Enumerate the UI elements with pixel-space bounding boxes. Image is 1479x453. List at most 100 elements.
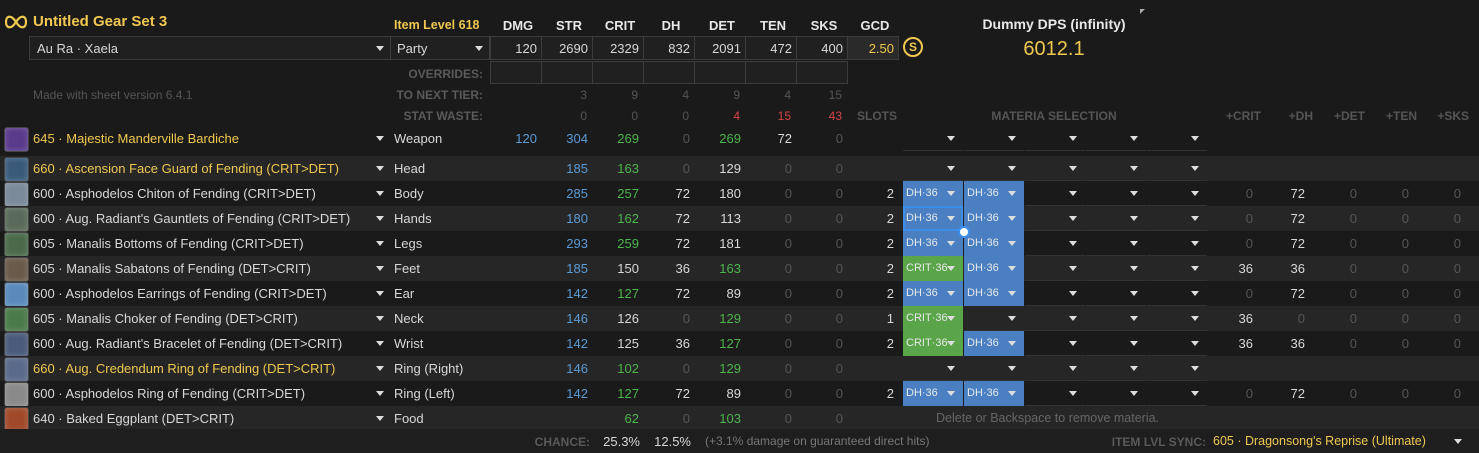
materia-select-2[interactable] (1025, 356, 1085, 381)
materia-select-0[interactable] (903, 356, 963, 381)
materia-select-3[interactable] (1086, 181, 1146, 206)
materia-select-0[interactable] (903, 126, 963, 151)
override-input-4[interactable] (694, 61, 746, 84)
feet-icon (4, 257, 29, 282)
materia-select-4[interactable] (1147, 281, 1207, 306)
stat-crit: 102 (617, 361, 639, 376)
override-input-6[interactable] (796, 61, 848, 84)
materia-select-4[interactable] (1147, 206, 1207, 231)
gear-set-name[interactable]: Untitled Gear Set 3 (33, 13, 168, 30)
materia-select-4[interactable] (1147, 381, 1207, 406)
chevron-down-icon (376, 191, 384, 196)
materia-select-1[interactable]: DH·36 (964, 381, 1024, 406)
gear-item-select[interactable]: 660 · Ascension Face Guard of Fending (C… (30, 156, 388, 181)
materia-select-2[interactable] (1025, 256, 1085, 281)
materia-select-1[interactable]: DH·36 (964, 256, 1024, 281)
materia-select-1[interactable] (964, 306, 1024, 331)
materia-select-3[interactable] (1086, 356, 1146, 381)
materia-select-4[interactable] (1147, 331, 1207, 356)
materia-select-1[interactable]: DH·36 (964, 331, 1024, 356)
gear-item-select[interactable]: 600 · Aug. Radiant's Bracelet of Fending… (30, 331, 388, 356)
bonus-value-3 (1363, 126, 1409, 151)
materia-select-4[interactable] (1147, 231, 1207, 256)
gear-item-select[interactable]: 605 · Manalis Choker of Fending (DET>CRI… (30, 306, 388, 331)
materia-select-4[interactable] (1147, 126, 1207, 151)
materia-select-0[interactable]: CRIT·36 (903, 256, 963, 281)
materia-select-3[interactable] (1086, 331, 1146, 356)
gear-item-select[interactable]: 660 · Aug. Credendum Ring of Fending (DE… (30, 356, 388, 381)
override-input-1[interactable] (541, 61, 593, 84)
materia-select-1[interactable] (964, 156, 1024, 181)
materia-select-0[interactable]: DH·36 (903, 281, 963, 306)
materia-select-3[interactable] (1086, 281, 1146, 306)
race-select[interactable]: Au Ra · Xaela (29, 36, 391, 60)
materia-select-2[interactable] (1025, 306, 1085, 331)
materia-select-1[interactable] (964, 356, 1024, 381)
materia-select-2[interactable] (1025, 206, 1085, 231)
materia-select-4[interactable] (1147, 156, 1207, 181)
materia-select-1[interactable]: DH·36 (964, 231, 1024, 256)
stat-dh: 0 (682, 131, 690, 146)
materia-select-1[interactable]: DH·36 (964, 181, 1024, 206)
stat-crit: 150 (617, 261, 639, 276)
gear-item-select[interactable]: 605 · Manalis Bottoms of Fending (CRIT>D… (30, 231, 388, 256)
materia-select-4[interactable] (1147, 356, 1207, 381)
gear-item-select[interactable]: 600 · Asphodelos Earrings of Fending (CR… (30, 281, 388, 306)
materia-select-3[interactable] (1086, 306, 1146, 331)
materia-select-2[interactable] (1025, 181, 1085, 206)
item-level-sync-select[interactable]: 605 · Dragonsong's Reprise (Ultimate) (1212, 430, 1472, 452)
materia-select-4[interactable] (1147, 181, 1207, 206)
chevron-down-icon (1008, 391, 1016, 396)
materia-select-1[interactable]: DH·36 (964, 281, 1024, 306)
materia-select-4[interactable] (1147, 306, 1207, 331)
weapon-icon (4, 127, 29, 152)
materia-select-3[interactable] (1086, 126, 1146, 151)
materia-select-3[interactable] (1086, 206, 1146, 231)
gear-item-select[interactable]: 645 · Majestic Manderville Bardiche (30, 126, 388, 151)
materia-select-0[interactable]: DH·36 (903, 206, 963, 231)
override-input-2[interactable] (592, 61, 644, 84)
gear-item-select[interactable]: 600 · Asphodelos Ring of Fending (CRIT>D… (30, 381, 388, 406)
materia-select-2[interactable] (1025, 231, 1085, 256)
materia-select-0[interactable]: CRIT·36 (903, 331, 963, 356)
materia-select-2[interactable] (1025, 126, 1085, 151)
materia-select-0[interactable]: DH·36 (903, 181, 963, 206)
materia-select-2[interactable] (1025, 281, 1085, 306)
stat-dh: 72 (675, 186, 690, 201)
override-input-3[interactable] (643, 61, 695, 84)
materia-select-0[interactable]: DH·36 (903, 231, 963, 256)
stat-sks: 0 (835, 131, 843, 146)
gear-item-select[interactable]: 640 · Baked Eggplant (DET>CRIT) (30, 406, 388, 431)
override-input-5[interactable] (745, 61, 797, 84)
gear-item-select[interactable]: 600 · Aug. Radiant's Gauntlets of Fendin… (30, 206, 388, 231)
next-tier-value-2: 9 (631, 88, 638, 102)
materia-slot-count (848, 126, 894, 151)
gcd-settings-icon[interactable]: S (903, 37, 923, 57)
stat-ten: 0 (784, 236, 792, 251)
stat-crit: 259 (617, 236, 639, 251)
chevron-down-icon (947, 341, 955, 346)
materia-select-0[interactable]: DH·36 (903, 381, 963, 406)
materia-select-2[interactable] (1025, 156, 1085, 181)
materia-select-3[interactable] (1086, 156, 1146, 181)
chevron-down-icon (947, 366, 955, 371)
materia-select-0[interactable]: CRIT·36 (903, 306, 963, 331)
materia-select-3[interactable] (1086, 231, 1146, 256)
materia-select-2[interactable] (1025, 331, 1085, 356)
gear-item-select[interactable]: 605 · Manalis Sabatons of Fending (DET>C… (30, 256, 388, 281)
materia-select-0[interactable] (903, 156, 963, 181)
materia-select-3[interactable] (1086, 256, 1146, 281)
gear-item-select[interactable]: 600 · Asphodelos Chiton of Fending (CRIT… (30, 181, 388, 206)
gear-item-name: 660 · Aug. Credendum Ring of Fending (DE… (33, 361, 336, 376)
materia-select-1[interactable] (964, 126, 1024, 151)
chevron-down-icon (376, 391, 384, 396)
party-select[interactable]: Party (390, 36, 490, 60)
materia-select-3[interactable] (1086, 381, 1146, 406)
selection-handle[interactable] (958, 226, 970, 238)
materia-select-2[interactable] (1025, 381, 1085, 406)
materia-select-1[interactable]: DH·36 (964, 206, 1024, 231)
materia-select-4[interactable] (1147, 256, 1207, 281)
next-tier-label: TO NEXT TIER: (396, 88, 483, 102)
override-input-0[interactable] (490, 61, 542, 84)
bonus-value-1: 36 (1290, 336, 1305, 351)
